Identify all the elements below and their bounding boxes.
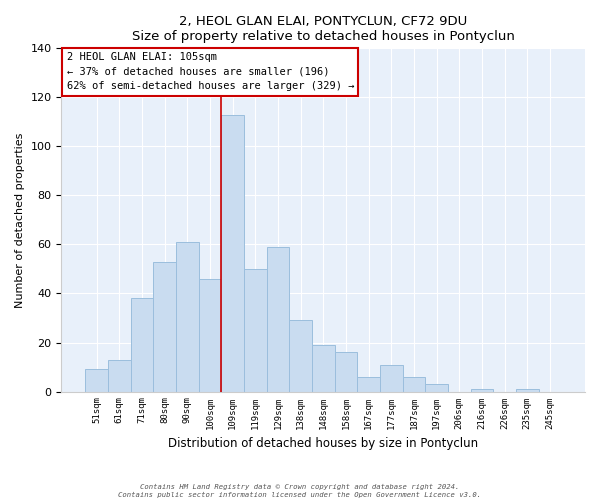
Bar (131, 298, 153, 392)
Bar (425, 384, 448, 392)
Bar (221, 114, 244, 392)
Y-axis label: Number of detached properties: Number of detached properties (15, 132, 25, 308)
Bar (153, 262, 176, 392)
Title: 2, HEOL GLAN ELAI, PONTYCLUN, CF72 9DU
Size of property relative to detached hou: 2, HEOL GLAN ELAI, PONTYCLUN, CF72 9DU S… (132, 15, 515, 43)
Bar (199, 279, 221, 392)
Bar (335, 352, 357, 392)
Bar (289, 320, 312, 392)
Text: 2 HEOL GLAN ELAI: 105sqm
← 37% of detached houses are smaller (196)
62% of semi-: 2 HEOL GLAN ELAI: 105sqm ← 37% of detach… (67, 52, 354, 92)
Bar (108, 360, 131, 392)
Bar (244, 269, 266, 392)
Bar (85, 370, 108, 392)
Bar (266, 247, 289, 392)
Bar (357, 377, 380, 392)
Text: Contains HM Land Registry data © Crown copyright and database right 2024.
Contai: Contains HM Land Registry data © Crown c… (118, 484, 482, 498)
Bar (176, 242, 199, 392)
X-axis label: Distribution of detached houses by size in Pontyclun: Distribution of detached houses by size … (168, 437, 478, 450)
Bar (380, 364, 403, 392)
Bar (470, 389, 493, 392)
Bar (312, 345, 335, 392)
Bar (403, 377, 425, 392)
Bar (516, 389, 539, 392)
